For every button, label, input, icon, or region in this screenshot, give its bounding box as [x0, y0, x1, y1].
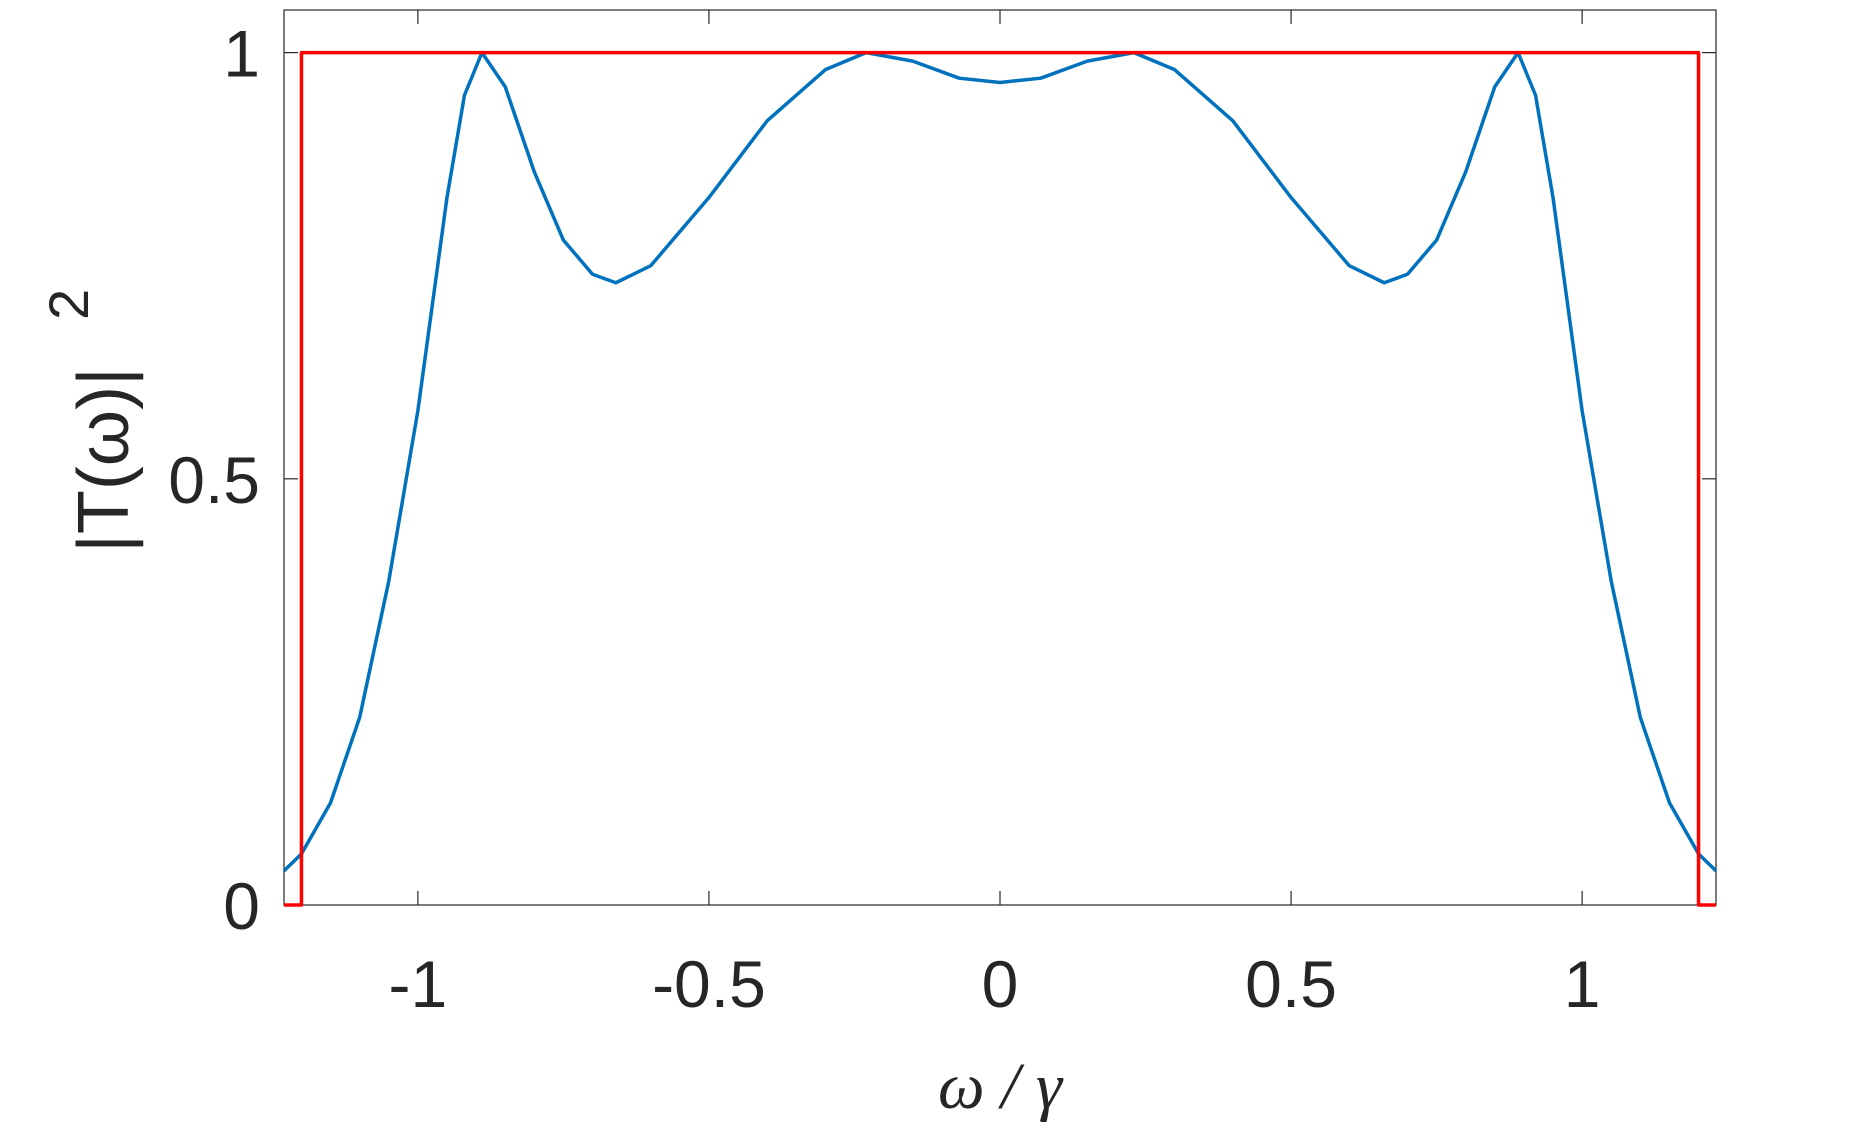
x-tick-label: 0.5: [1245, 947, 1337, 1021]
x-tick-label: 0: [982, 947, 1019, 1021]
y-axis-label: |T(ω)| 2: [37, 289, 144, 553]
x-tick-label: 1: [1564, 947, 1601, 1021]
y-tick-label: 0.5: [168, 443, 260, 517]
y-axis-label-text: |T(ω)|: [64, 367, 144, 553]
data-line: [284, 50, 1716, 907]
x-axis-label: ω / γ: [938, 1050, 1064, 1123]
plot-area: [283, 9, 1717, 906]
y-tick-label: 1: [223, 17, 260, 91]
x-tick-label: -0.5: [652, 947, 766, 1021]
data-line: [282, 50, 1718, 873]
y-axis-label-superscript: 2: [37, 289, 100, 320]
x-tick-label: -1: [389, 947, 448, 1021]
y-tick-label: 0: [223, 869, 260, 943]
